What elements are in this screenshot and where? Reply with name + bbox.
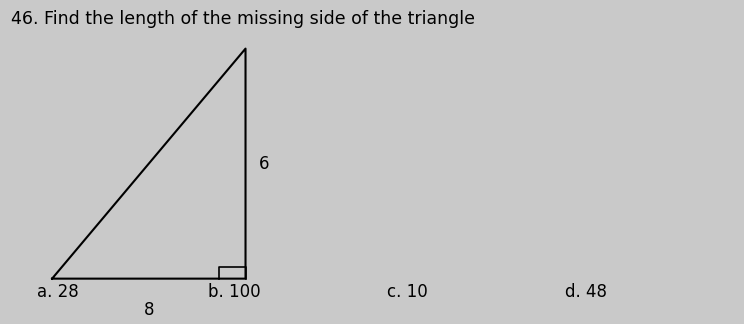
Text: 6: 6	[259, 155, 269, 173]
Text: d. 48: d. 48	[565, 283, 607, 301]
Text: b. 100: b. 100	[208, 283, 261, 301]
Text: 8: 8	[144, 301, 154, 319]
Text: c. 10: c. 10	[387, 283, 428, 301]
Text: a. 28: a. 28	[37, 283, 79, 301]
Text: 46. Find the length of the missing side of the triangle: 46. Find the length of the missing side …	[11, 10, 475, 28]
